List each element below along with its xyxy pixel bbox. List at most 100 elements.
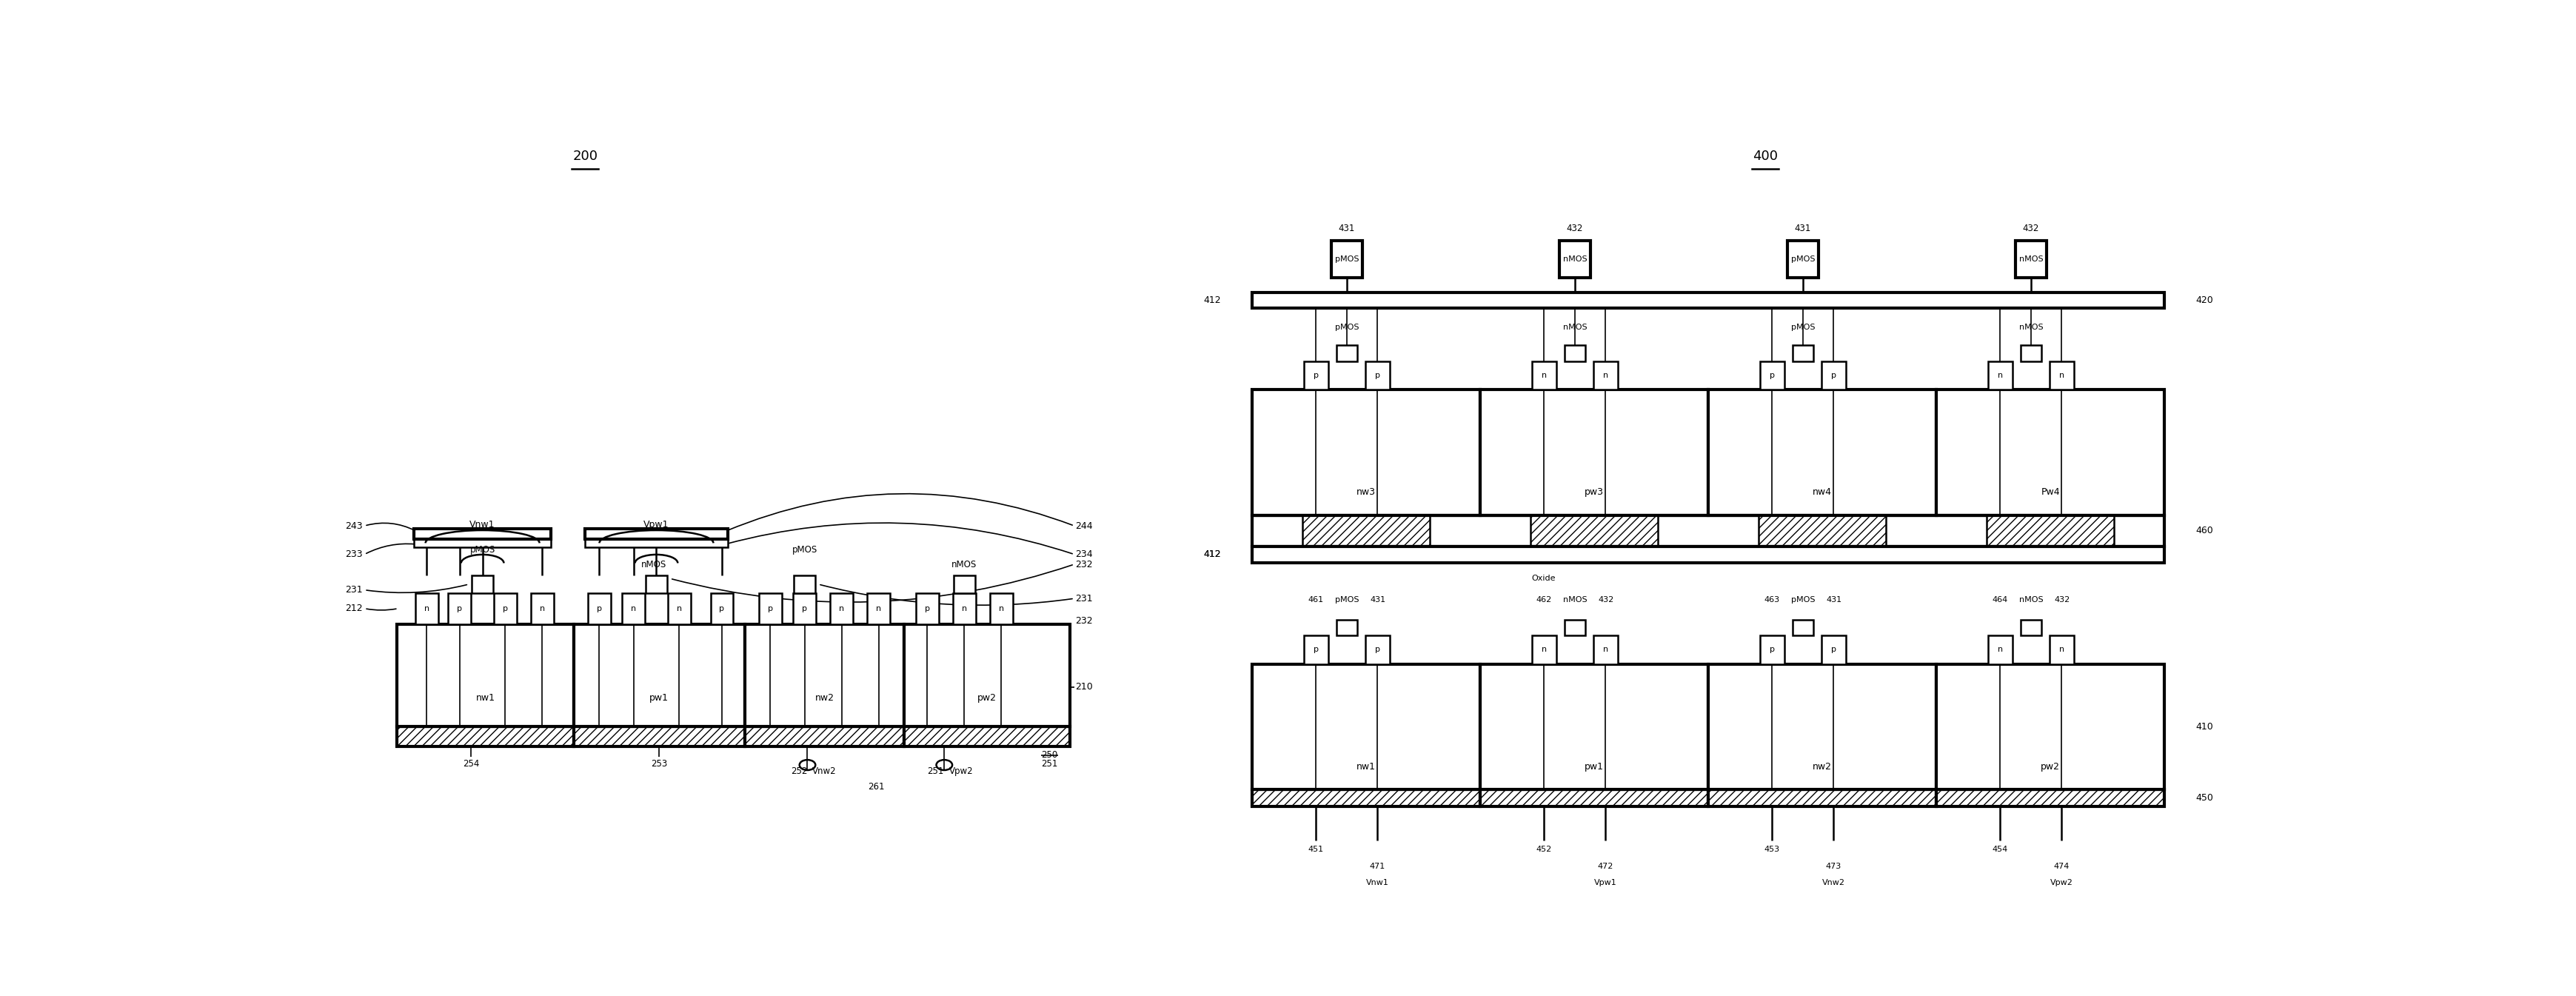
Bar <box>1989 362 2012 389</box>
Text: Vpw2: Vpw2 <box>948 767 974 776</box>
Text: nw2: nw2 <box>1811 762 1832 772</box>
Bar <box>953 576 974 593</box>
Text: pMOS: pMOS <box>1790 596 1814 604</box>
Text: 471: 471 <box>1370 863 1386 871</box>
Bar <box>1757 515 1886 547</box>
Text: 452: 452 <box>1535 846 1551 854</box>
Bar <box>1708 389 1935 515</box>
Bar <box>1332 241 1363 278</box>
Text: nMOS: nMOS <box>1561 256 1587 263</box>
Text: 254: 254 <box>464 759 479 769</box>
Text: 462: 462 <box>1535 596 1551 604</box>
Text: n: n <box>2058 372 2063 379</box>
Bar <box>1788 241 1819 278</box>
Text: 232: 232 <box>1074 560 1092 569</box>
Text: p: p <box>598 605 603 613</box>
Text: pMOS: pMOS <box>1334 324 1358 331</box>
Bar <box>1793 346 1814 362</box>
Text: nMOS: nMOS <box>1561 324 1587 331</box>
Text: 244: 244 <box>1074 521 1092 531</box>
Bar <box>829 593 853 624</box>
Bar <box>574 727 744 747</box>
Text: 463: 463 <box>1762 596 1780 604</box>
Bar <box>1301 515 1430 547</box>
Text: pMOS: pMOS <box>1790 256 1814 263</box>
Bar <box>1252 547 2164 563</box>
Text: nMOS: nMOS <box>2020 596 2043 604</box>
Text: nw1: nw1 <box>477 693 495 703</box>
Text: Vpw2: Vpw2 <box>2050 878 2074 886</box>
Bar <box>744 624 904 727</box>
Text: 453: 453 <box>1765 846 1780 854</box>
Text: nw1: nw1 <box>1355 762 1376 772</box>
Text: n: n <box>1602 372 1607 379</box>
Bar <box>1252 515 2164 547</box>
Text: 472: 472 <box>1597 863 1613 871</box>
Text: Vnw2: Vnw2 <box>811 767 837 776</box>
Bar <box>574 624 744 727</box>
Text: p: p <box>1376 372 1381 379</box>
Bar <box>1365 362 1388 389</box>
Text: nw4: nw4 <box>1811 488 1832 497</box>
Bar <box>471 576 492 593</box>
Text: 473: 473 <box>1826 863 1842 871</box>
Text: 432: 432 <box>1566 224 1582 233</box>
Bar <box>1479 664 1708 790</box>
Text: 432: 432 <box>1597 596 1613 604</box>
Text: nMOS: nMOS <box>1561 596 1587 604</box>
Bar <box>1533 362 1556 389</box>
Text: n: n <box>1996 372 2002 379</box>
Bar <box>760 593 781 624</box>
Bar <box>1252 790 1479 807</box>
Bar <box>397 727 574 747</box>
Bar <box>397 624 574 727</box>
Bar <box>989 593 1012 624</box>
Text: 200: 200 <box>572 150 598 163</box>
Text: 243: 243 <box>345 521 363 531</box>
Text: n: n <box>1602 646 1607 653</box>
Bar <box>1821 635 1844 664</box>
Text: n: n <box>677 605 683 613</box>
Bar <box>914 593 938 624</box>
Bar <box>448 593 471 624</box>
Bar <box>793 593 817 624</box>
Text: Vnw2: Vnw2 <box>1821 878 1844 886</box>
Text: 410: 410 <box>2195 722 2213 732</box>
Text: 212: 212 <box>345 604 363 614</box>
Text: n: n <box>538 605 544 613</box>
Bar <box>2048 362 2074 389</box>
Bar <box>744 727 904 747</box>
Bar <box>904 727 1069 747</box>
Text: pMOS: pMOS <box>469 545 495 555</box>
Bar <box>1337 346 1358 362</box>
Bar <box>1365 635 1388 664</box>
Bar <box>1793 620 1814 635</box>
Bar <box>1479 790 1708 807</box>
Bar <box>2020 620 2040 635</box>
Text: nMOS: nMOS <box>2020 324 2043 331</box>
Text: nMOS: nMOS <box>951 560 976 569</box>
Bar <box>415 593 438 624</box>
Text: Vnw1: Vnw1 <box>1365 878 1388 886</box>
Text: 252: 252 <box>791 767 806 776</box>
Text: nw2: nw2 <box>814 693 835 703</box>
Bar <box>667 593 690 624</box>
Text: p: p <box>768 605 773 613</box>
Text: 251: 251 <box>1041 759 1059 769</box>
Text: 451: 451 <box>1309 846 1324 854</box>
Bar <box>2048 635 2074 664</box>
Text: 460: 460 <box>2195 526 2213 536</box>
Bar <box>415 529 551 539</box>
Bar <box>531 593 554 624</box>
Text: pMOS: pMOS <box>1790 324 1814 331</box>
Bar <box>904 624 1069 727</box>
Text: 431: 431 <box>1793 224 1811 233</box>
Text: Pw4: Pw4 <box>2040 488 2058 497</box>
Bar <box>1558 241 1589 278</box>
Text: nMOS: nMOS <box>641 560 667 569</box>
Text: p: p <box>719 605 724 613</box>
Text: nw3: nw3 <box>1355 488 1376 497</box>
Bar <box>1759 635 1783 664</box>
Text: Vnw1: Vnw1 <box>469 520 495 530</box>
Bar <box>621 593 644 624</box>
